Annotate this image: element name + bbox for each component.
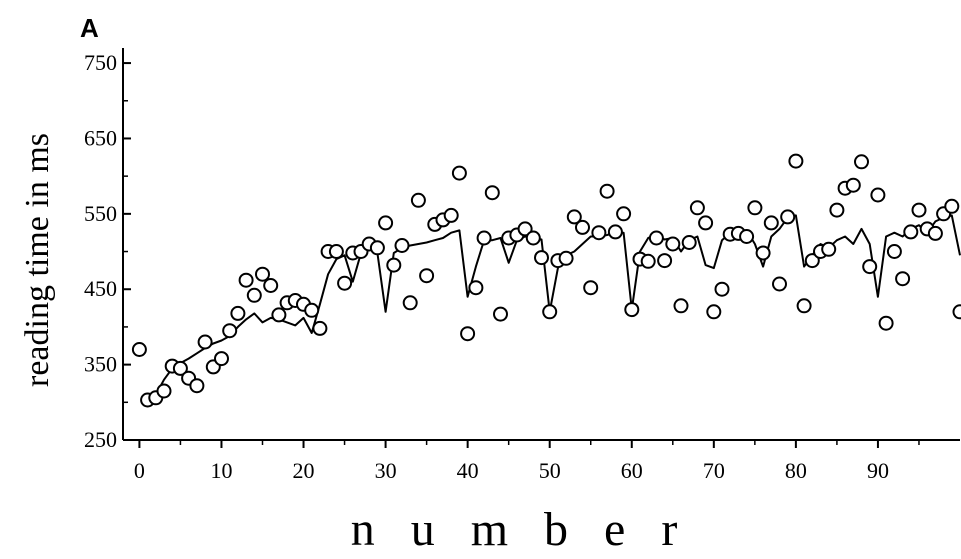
data-point bbox=[625, 303, 638, 316]
data-point bbox=[798, 299, 811, 312]
data-point bbox=[740, 230, 753, 243]
panel-label: A bbox=[80, 13, 99, 43]
data-point bbox=[133, 343, 146, 356]
data-point bbox=[888, 245, 901, 258]
data-point bbox=[658, 254, 671, 267]
data-point bbox=[896, 272, 909, 285]
data-point bbox=[675, 299, 688, 312]
data-point bbox=[765, 216, 778, 229]
x-tick-label: 70 bbox=[703, 458, 725, 483]
data-point bbox=[847, 179, 860, 192]
data-point bbox=[592, 226, 605, 239]
data-point bbox=[609, 225, 622, 238]
data-point bbox=[716, 283, 729, 296]
y-tick-label: 350 bbox=[84, 352, 117, 377]
data-point bbox=[158, 385, 171, 398]
data-point bbox=[699, 216, 712, 229]
data-point bbox=[601, 185, 614, 198]
data-point bbox=[576, 221, 589, 234]
data-point bbox=[478, 232, 491, 245]
data-point bbox=[871, 189, 884, 202]
data-point bbox=[683, 236, 696, 249]
data-point bbox=[822, 243, 835, 256]
data-point bbox=[256, 268, 269, 281]
data-point bbox=[199, 336, 212, 349]
data-point bbox=[453, 167, 466, 180]
data-point bbox=[781, 210, 794, 223]
data-point bbox=[272, 308, 285, 321]
data-point bbox=[420, 269, 433, 282]
y-tick-label: 550 bbox=[84, 201, 117, 226]
data-point bbox=[240, 274, 253, 287]
data-point bbox=[461, 327, 474, 340]
data-point bbox=[913, 204, 926, 217]
data-point bbox=[945, 200, 958, 213]
data-point bbox=[396, 239, 409, 252]
x-tick-label: 90 bbox=[867, 458, 889, 483]
data-point bbox=[190, 379, 203, 392]
data-point bbox=[445, 209, 458, 222]
data-point bbox=[486, 186, 499, 199]
data-point bbox=[543, 305, 556, 318]
data-point bbox=[560, 252, 573, 265]
data-point bbox=[404, 296, 417, 309]
data-point bbox=[929, 227, 942, 240]
data-point bbox=[338, 277, 351, 290]
data-point bbox=[642, 255, 655, 268]
data-point bbox=[469, 281, 482, 294]
data-point bbox=[535, 251, 548, 264]
data-point bbox=[691, 201, 704, 214]
data-point bbox=[855, 155, 868, 168]
data-point bbox=[707, 305, 720, 318]
axes: 250 350 450 550 650 750 0 10 20 30 40 50 60 70 80 90 bbox=[84, 48, 960, 483]
data-point bbox=[757, 247, 770, 260]
data-point bbox=[954, 305, 961, 318]
data-point bbox=[527, 232, 540, 245]
data-point bbox=[264, 279, 277, 292]
data-point bbox=[387, 259, 400, 272]
x-tick-label: 10 bbox=[210, 458, 232, 483]
data-point bbox=[904, 225, 917, 238]
y-tick-label: 250 bbox=[84, 427, 117, 452]
data-point bbox=[880, 317, 893, 330]
data-point bbox=[379, 216, 392, 229]
data-point bbox=[231, 307, 244, 320]
data-point bbox=[773, 278, 786, 291]
data-point bbox=[223, 324, 236, 337]
x-tick-label: 30 bbox=[375, 458, 397, 483]
x-tick-label: 60 bbox=[621, 458, 643, 483]
x-tick-label: 20 bbox=[293, 458, 315, 483]
data-point bbox=[215, 352, 228, 365]
y-axis-title: reading time in ms bbox=[19, 133, 56, 387]
x-tick-label: 40 bbox=[457, 458, 479, 483]
data-point bbox=[863, 260, 876, 273]
x-axis-title: n u m b e r bbox=[351, 503, 690, 554]
data-point bbox=[666, 238, 679, 251]
data-point bbox=[494, 308, 507, 321]
x-tick-label: 50 bbox=[539, 458, 561, 483]
data-point bbox=[748, 201, 761, 214]
data-point bbox=[313, 322, 326, 335]
data-point bbox=[305, 304, 318, 317]
x-tick-label: 0 bbox=[134, 458, 145, 483]
y-tick-label: 750 bbox=[84, 50, 117, 75]
data-point bbox=[584, 281, 597, 294]
x-tick-label: 80 bbox=[785, 458, 807, 483]
data-point bbox=[830, 204, 843, 217]
data-point bbox=[330, 245, 343, 258]
data-point bbox=[248, 289, 261, 302]
data-point bbox=[650, 232, 663, 245]
data-point bbox=[412, 194, 425, 207]
data-point bbox=[789, 155, 802, 168]
data-point bbox=[617, 207, 630, 220]
y-tick-label: 650 bbox=[84, 125, 117, 150]
data-point bbox=[371, 241, 384, 254]
y-tick-label: 450 bbox=[84, 276, 117, 301]
